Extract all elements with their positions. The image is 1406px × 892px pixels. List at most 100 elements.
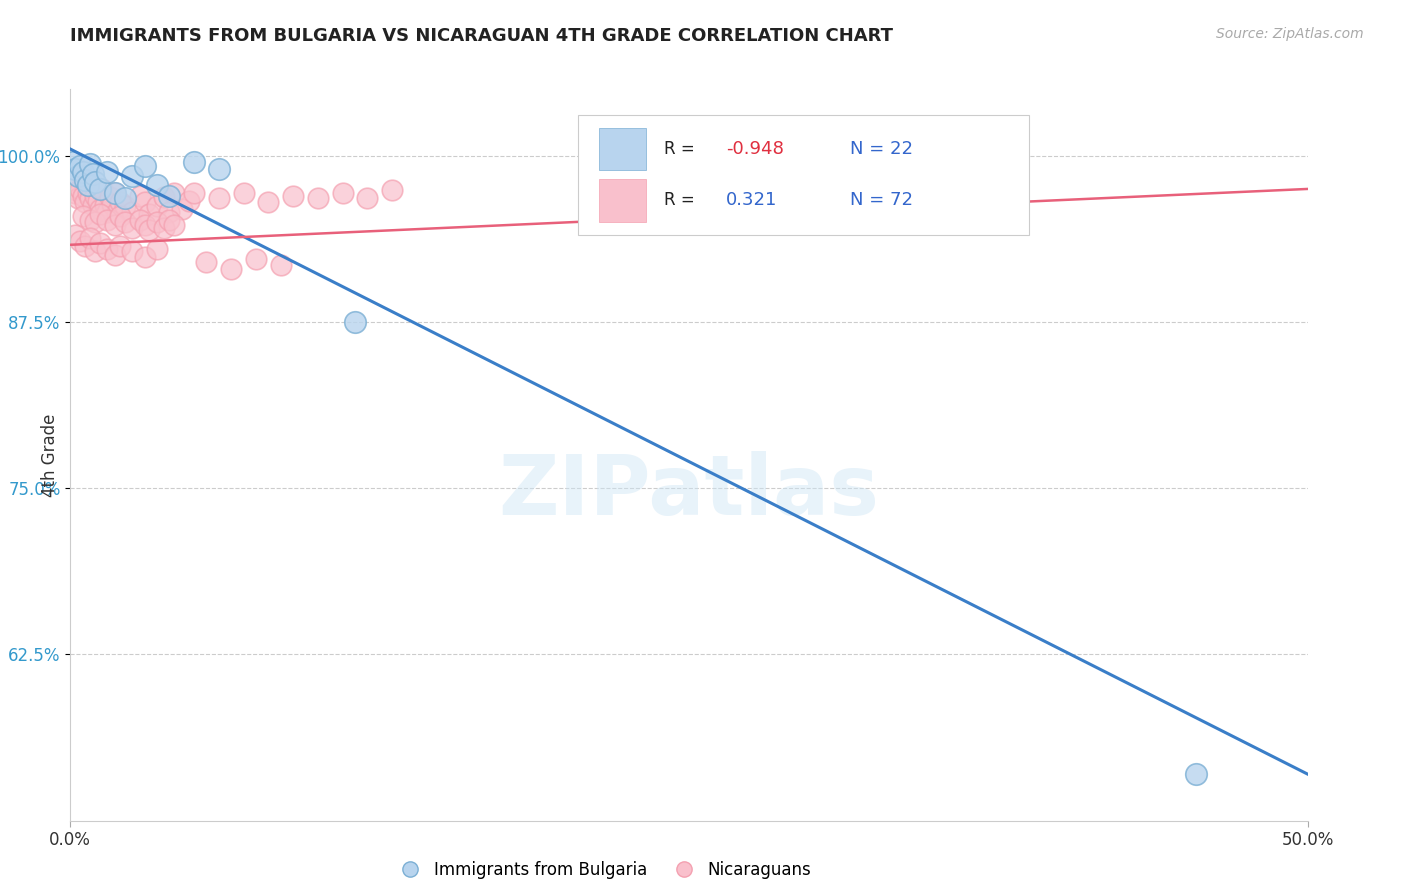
Point — [82, 198, 104, 212]
Point — [89, 202, 111, 216]
Text: ZIPatlas: ZIPatlas — [499, 451, 879, 532]
Point — [146, 199, 169, 213]
Point — [75, 239, 97, 253]
Text: N = 72: N = 72 — [849, 192, 912, 210]
FancyBboxPatch shape — [599, 128, 645, 170]
Point — [1185, 767, 1208, 781]
Point — [153, 190, 176, 204]
Point — [177, 194, 200, 208]
Point — [84, 175, 107, 189]
Point — [170, 202, 193, 216]
Point — [121, 204, 143, 219]
Point — [208, 161, 231, 176]
Point — [91, 182, 114, 196]
Point — [134, 218, 156, 232]
Point — [89, 236, 111, 251]
Point — [157, 212, 180, 227]
Point — [134, 250, 156, 264]
Point — [104, 186, 127, 200]
Point — [98, 190, 121, 204]
Point — [114, 215, 136, 229]
Point — [146, 215, 169, 229]
Text: Source: ZipAtlas.com: Source: ZipAtlas.com — [1216, 27, 1364, 41]
Text: -0.948: -0.948 — [725, 140, 785, 158]
Point — [183, 186, 205, 200]
Point — [146, 242, 169, 256]
Text: R =: R = — [664, 140, 700, 158]
Point — [76, 186, 98, 200]
Point — [62, 155, 84, 169]
Point — [84, 215, 107, 229]
Point — [281, 188, 304, 202]
Text: N = 22: N = 22 — [849, 140, 912, 158]
Point — [104, 186, 127, 200]
Point — [153, 220, 176, 235]
Point — [208, 191, 231, 205]
Point — [96, 212, 118, 227]
Point — [104, 248, 127, 262]
Point — [138, 223, 160, 237]
Point — [66, 169, 89, 183]
Point — [138, 207, 160, 221]
Legend: Immigrants from Bulgaria, Nicaraguans: Immigrants from Bulgaria, Nicaraguans — [387, 855, 817, 886]
Point — [96, 204, 118, 219]
Point — [104, 218, 127, 232]
Point — [183, 155, 205, 169]
Point — [128, 212, 150, 227]
Point — [105, 204, 128, 219]
Point — [121, 220, 143, 235]
Point — [96, 164, 118, 178]
Point — [72, 209, 94, 223]
Point — [121, 244, 143, 259]
Point — [108, 239, 131, 253]
Text: IMMIGRANTS FROM BULGARIA VS NICARAGUAN 4TH GRADE CORRELATION CHART: IMMIGRANTS FROM BULGARIA VS NICARAGUAN 4… — [70, 27, 893, 45]
Point — [79, 231, 101, 245]
Point — [257, 195, 280, 210]
Point — [245, 252, 267, 267]
Point — [332, 186, 354, 200]
FancyBboxPatch shape — [578, 115, 1029, 235]
Point — [79, 156, 101, 170]
Point — [134, 159, 156, 173]
Point — [69, 159, 91, 173]
Point — [96, 242, 118, 256]
Point — [128, 188, 150, 202]
Point — [219, 261, 242, 276]
Point — [75, 195, 97, 210]
Point — [270, 258, 292, 272]
Text: R =: R = — [664, 192, 700, 210]
Point — [108, 195, 131, 210]
Point — [69, 234, 91, 248]
Point — [76, 178, 98, 192]
Point — [86, 194, 108, 208]
Point — [65, 228, 87, 243]
Point — [114, 191, 136, 205]
Point — [66, 191, 89, 205]
Point — [69, 182, 91, 196]
Point — [101, 196, 124, 211]
Point — [307, 191, 329, 205]
Point — [381, 183, 404, 197]
Point — [356, 191, 378, 205]
Point — [108, 209, 131, 223]
Point — [84, 188, 107, 202]
Point — [72, 188, 94, 202]
Point — [195, 255, 218, 269]
Point — [75, 172, 97, 186]
Point — [94, 198, 117, 212]
Point — [121, 169, 143, 183]
Point — [114, 199, 136, 213]
FancyBboxPatch shape — [599, 179, 645, 221]
Point — [146, 178, 169, 192]
Point — [65, 186, 87, 200]
Point — [89, 182, 111, 196]
Point — [163, 218, 186, 232]
Point — [157, 204, 180, 219]
Point — [82, 167, 104, 181]
Point — [84, 244, 107, 259]
Point — [79, 212, 101, 227]
Point — [134, 195, 156, 210]
Point — [62, 182, 84, 196]
Point — [65, 161, 87, 176]
Point — [163, 186, 186, 200]
